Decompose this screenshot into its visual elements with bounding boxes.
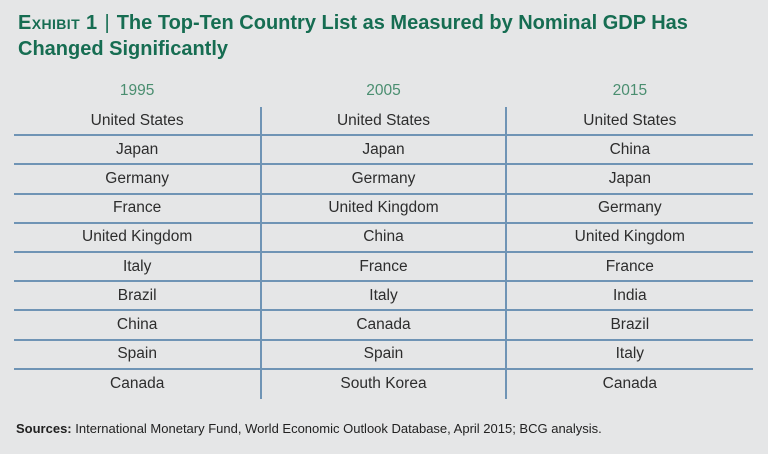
year-header-2005: 2005 [366,82,401,99]
country-table: United States United States United States J… [14,107,753,399]
table-cell: Canada [110,375,165,393]
table-cell: United States [506,107,753,137]
sources-label: Sources: [16,421,72,436]
table-cell: United Kingdom [260,194,507,224]
title-text: The Top-Ten Country List as Measured by … [18,12,688,60]
year-header-2015: 2015 [612,82,648,99]
table-cell: Italy [14,253,261,283]
table-cell: United States [260,107,507,137]
table-cell: South Korea [260,369,507,399]
table-cell: Japan [506,165,753,195]
table-cell: Canada [602,375,657,393]
table-cell: Germany [14,165,261,195]
table-cell: Germany [506,195,753,224]
table-cell: China [14,311,261,341]
year-header-row: 1995 2005 2015 [14,82,753,100]
sources-text: International Monetary Fund, World Econo… [75,421,602,436]
table-cell: United Kingdom [14,224,261,253]
table-cell: France [260,252,507,283]
sources-note: Sources: International Monetary Fund, Wo… [16,421,602,436]
table-cell: Brazil [14,282,261,312]
table-cell: Spain [14,341,261,370]
table-cell: Italy [260,282,507,312]
table-cell: France [506,253,753,283]
table-cell: Italy [506,341,753,370]
table-cell: China [506,136,753,166]
title-separator: | [104,12,110,34]
table-cell: Japan [260,136,507,166]
exhibit-title: Exhibit 1 | The Top-Ten Country List as Me… [18,10,734,62]
table-cell: Brazil [506,311,753,341]
table-cell: Germany [260,165,507,195]
year-header-1995: 1995 [119,82,155,99]
table-cell: Japan [14,136,261,166]
table-cell: India [506,282,753,312]
table-cell: China [260,223,507,253]
table-cell: France [14,195,261,224]
table-cell: United Kingdom [506,224,753,253]
table-cell: United States [14,107,261,137]
exhibit-label: Exhibit 1 [18,12,98,34]
table-cell: Canada [260,311,507,341]
table-cell: Spain [260,340,507,370]
